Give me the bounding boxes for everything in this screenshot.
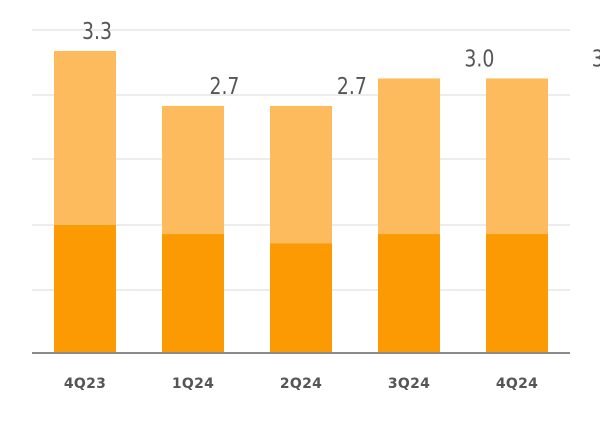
total-value-label: 3.3 xyxy=(82,17,112,44)
total-value-label: 2.7 xyxy=(209,72,239,99)
x-tick-label: 1Q24 xyxy=(172,376,214,392)
total-value-label: 3.0 xyxy=(592,45,600,72)
x-tick-label: 4Q24 xyxy=(496,376,538,392)
bar-segment-bottom xyxy=(378,234,440,353)
total-value-label: 2.7 xyxy=(337,72,367,99)
bar-segment-top xyxy=(378,78,440,235)
bars xyxy=(54,51,548,353)
bar-segment-bottom xyxy=(270,243,332,353)
data-labels: 4Q23 1Q24 2Q24 3Q24 4Q24 3.3 2.7 2.7 3.0 3.0 xyxy=(64,17,600,392)
bar-segment-top xyxy=(270,105,332,244)
bar-segment-top xyxy=(54,51,116,225)
bar-segment-bottom xyxy=(486,234,548,353)
bar-segment-bottom xyxy=(162,234,224,353)
x-tick-label: 4Q23 xyxy=(64,376,106,392)
x-tick-label: 2Q24 xyxy=(280,376,322,392)
x-tick-label: 3Q24 xyxy=(388,376,430,392)
bar-segment-bottom xyxy=(54,224,116,353)
bar-segment-top xyxy=(162,105,224,235)
bar-segment-top xyxy=(486,78,548,235)
total-value-label: 3.0 xyxy=(464,45,494,72)
